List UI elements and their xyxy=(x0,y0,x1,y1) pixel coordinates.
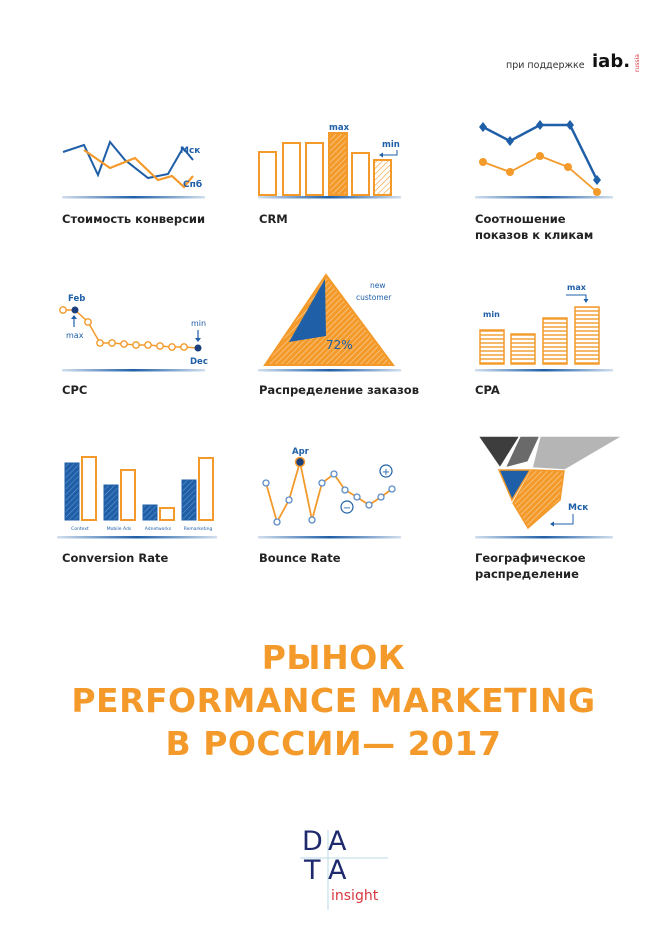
category-label: Remarketing xyxy=(184,526,213,532)
baseline xyxy=(62,196,205,199)
max-bar xyxy=(328,132,348,196)
data-insight-logo: D A T A insight xyxy=(302,828,392,912)
plus-icon xyxy=(379,464,393,478)
tile-label-cpa: CPA xyxy=(475,383,500,397)
max-label: max xyxy=(567,283,587,292)
cpa-icon: min max xyxy=(475,283,613,372)
baseline xyxy=(62,369,205,372)
share-label: 72% xyxy=(326,338,353,352)
blue-segment xyxy=(289,279,326,342)
minus-icon xyxy=(340,500,354,514)
title-line-3: В РОССИИ— 2017 xyxy=(165,724,502,763)
supported-by-text: при поддержке xyxy=(506,60,585,71)
customer-label: customer xyxy=(356,293,392,302)
tile-label-geography: Географическое распределение xyxy=(475,551,586,581)
title-line-1: РЫНОК xyxy=(261,638,406,677)
tile-label-impressions-clicks: Соотношение показов к кликам xyxy=(475,212,594,242)
spb-label: Спб xyxy=(183,179,202,190)
tile-label-cpc: CPC xyxy=(62,383,88,397)
logo-letter-d: D xyxy=(302,826,323,857)
tile-label-orders-distribution: Распределение заказов xyxy=(259,383,419,397)
logo-letter-t: T xyxy=(304,855,321,886)
bounce-rate-icon: Apr + − xyxy=(258,447,401,539)
baseline xyxy=(57,536,217,539)
baseline xyxy=(475,536,613,539)
impressions-clicks-icon xyxy=(475,120,613,199)
category-label: Context xyxy=(71,526,89,532)
msk-label: Мск xyxy=(568,503,588,513)
conversion-cost-icon: Мск Спб xyxy=(62,140,205,199)
crm-icon: max min xyxy=(258,123,401,199)
category-label: Mobile Ads xyxy=(107,526,132,532)
baseline xyxy=(258,536,401,539)
conversion-rate-icon: Context Mobile Ads Adnetworks Remarketin… xyxy=(57,456,217,539)
min-label: min xyxy=(382,140,400,150)
category-label: Adnetworks xyxy=(145,526,172,532)
tile-label-bounce-rate: Bounce Rate xyxy=(259,551,341,565)
title-line-2: PERFORMANCE MARKETING xyxy=(71,681,596,720)
cpc-icon: Feb max min Dec xyxy=(59,294,208,372)
geography-icon: Мск xyxy=(475,435,626,539)
apr-label: Apr xyxy=(292,447,310,457)
baseline xyxy=(258,369,401,372)
max-label: max xyxy=(329,123,350,133)
baseline xyxy=(475,369,613,372)
msk-label: Мск xyxy=(180,146,200,156)
logo-letter-a: A xyxy=(328,855,347,886)
tile-label-conversion-cost: Стоимость конверсии xyxy=(62,212,206,226)
min-label: min xyxy=(191,319,206,328)
logo-insight: insight xyxy=(331,888,379,904)
new-label: new xyxy=(370,281,386,290)
tile-label-conversion-rate: Conversion Rate xyxy=(62,551,169,565)
logo-letter-a: A xyxy=(328,826,347,857)
baseline xyxy=(258,196,401,199)
max-label: max xyxy=(66,331,84,340)
orders-distribution-icon: 72% new customer xyxy=(258,273,401,372)
min-bar xyxy=(373,159,392,196)
plus-sign: + xyxy=(382,467,390,478)
min-label: min xyxy=(483,310,500,319)
iab-logo: iab. xyxy=(592,51,631,72)
minus-sign: − xyxy=(343,503,351,514)
tile-label-crm: CRM xyxy=(259,212,288,226)
feb-label: Feb xyxy=(68,294,85,304)
dec-label: Dec xyxy=(190,357,208,367)
baseline xyxy=(475,196,613,199)
